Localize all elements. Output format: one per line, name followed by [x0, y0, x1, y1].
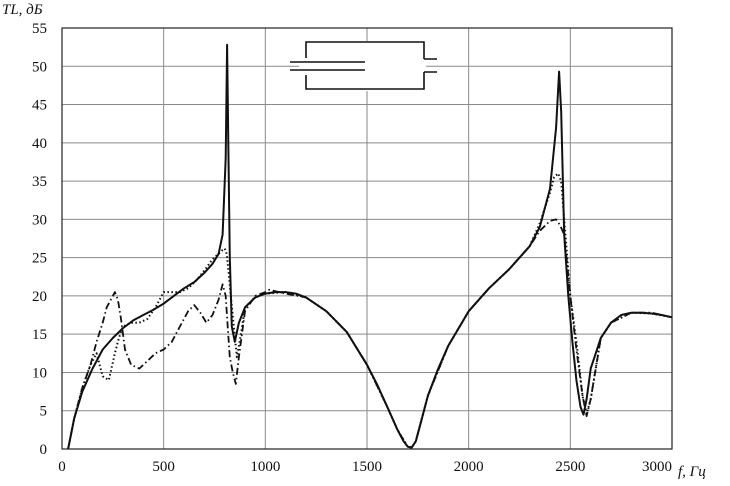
y-tick-label: 50 — [32, 59, 47, 75]
x-tick-label: 1000 — [250, 459, 280, 475]
x-tick-label: 1500 — [352, 459, 382, 475]
tick-labels: 0 5 10 15 20 25 30 35 40 45 50 55 0 500 1000 1500 2000 25… — [32, 21, 672, 475]
series-line-dotted — [67, 172, 673, 450]
y-tick-label: 35 — [32, 174, 47, 190]
muffler-schematic — [290, 41, 437, 91]
schematic-chamber — [299, 41, 426, 91]
y-tick-label: 40 — [32, 136, 47, 152]
x-tick-label: 0 — [58, 459, 66, 475]
series-line-dash-dot — [67, 218, 673, 450]
series-group — [67, 43, 673, 450]
schematic-outlet-pipe — [424, 58, 437, 73]
schematic-chamber-outline — [305, 41, 425, 90]
y-tick-label: 30 — [32, 212, 47, 228]
y-tick-label: 0 — [40, 442, 48, 458]
schematic-inlet-pipe — [290, 61, 365, 71]
y-tick-label: 25 — [32, 251, 47, 267]
y-tick-label: 5 — [40, 404, 48, 420]
x-axis-label: f, Гц — [678, 464, 706, 480]
x-tick-label: 2000 — [454, 459, 484, 475]
x-tick-label: 3000 — [642, 459, 672, 475]
x-tick-label: 500 — [152, 459, 175, 475]
y-tick-label: 10 — [32, 365, 47, 381]
y-tick-label: 45 — [32, 98, 47, 114]
y-tick-label: 55 — [32, 21, 47, 37]
y-tick-label: 15 — [32, 327, 47, 343]
y-axis-label: TL, дБ — [2, 2, 43, 18]
x-tick-label: 2500 — [555, 459, 585, 475]
plot-frame — [61, 27, 673, 450]
y-tick-label: 20 — [32, 289, 47, 305]
